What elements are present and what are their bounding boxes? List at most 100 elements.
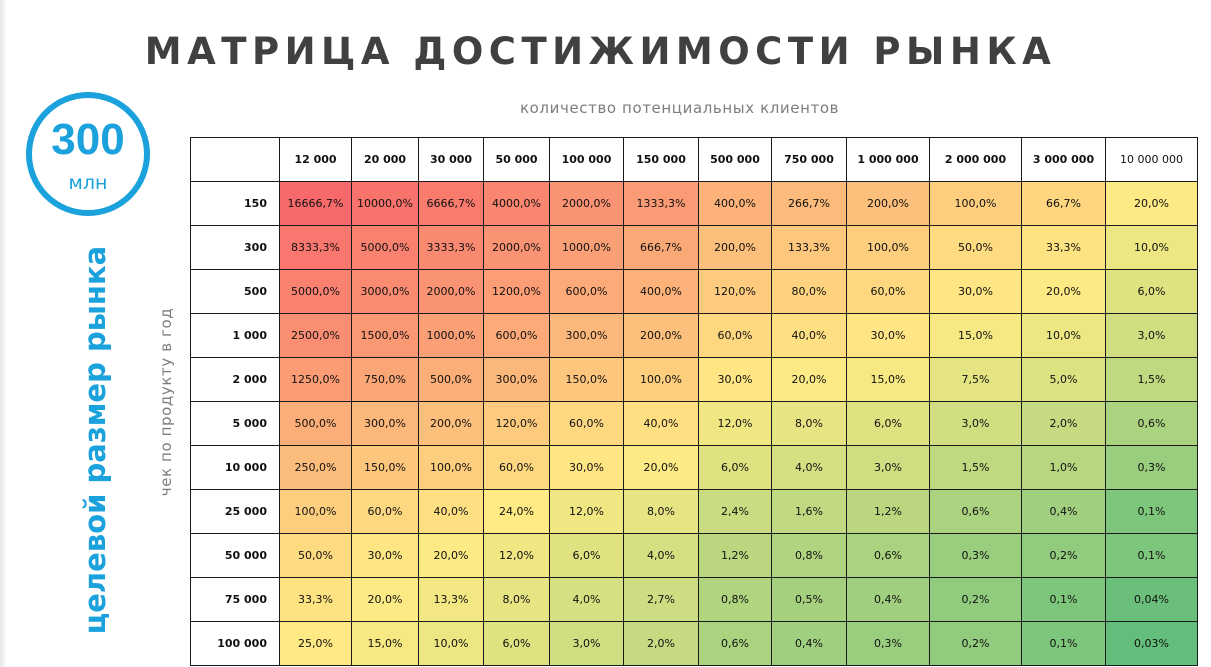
matrix-cell: 3000,0% (351, 269, 419, 314)
matrix-cell: 0,2% (1021, 533, 1106, 578)
matrix-cell: 0,3% (929, 533, 1022, 578)
matrix-cell: 300,0% (351, 401, 419, 446)
matrix-cell: 12,0% (698, 401, 772, 446)
matrix-cell: 12,0% (549, 489, 624, 534)
matrix-row: 25 000 100,0% 60,0% 40,0% 24,0% 12,0% 8,0% 2,4%… (190, 489, 1198, 534)
matrix-cell: 20,0% (771, 357, 847, 402)
matrix-cell: 33,3% (279, 577, 352, 622)
matrix-cell: 666,7% (623, 225, 699, 270)
market-size-label: целевой размер рынка (78, 245, 112, 635)
matrix-cell: 250,0% (279, 445, 352, 490)
matrix-cell: 40,0% (418, 489, 484, 534)
matrix-cell: 60,0% (549, 401, 624, 446)
matrix-cell: 600,0% (483, 313, 550, 358)
matrix-cell: 120,0% (698, 269, 772, 314)
matrix-cell: 60,0% (846, 269, 930, 314)
matrix-cell: 0,1% (1105, 533, 1198, 578)
matrix-cell: 2,0% (1021, 401, 1106, 446)
row-axis-label: чек по продукту в год (157, 307, 175, 497)
matrix-cell: 50,0% (929, 225, 1022, 270)
matrix-cell: 33,3% (1021, 225, 1106, 270)
row-header: 500 (190, 269, 280, 314)
matrix-cell: 8333,3% (279, 225, 352, 270)
matrix-cell: 1,2% (846, 489, 930, 534)
matrix-cell: 1,6% (771, 489, 847, 534)
matrix-cell: 30,0% (549, 445, 624, 490)
matrix-cell: 500,0% (418, 357, 484, 402)
matrix-cell: 2000,0% (483, 225, 550, 270)
matrix-cell: 100,0% (846, 225, 930, 270)
column-header: 500 000 (698, 137, 772, 182)
matrix-cell: 500,0% (279, 401, 352, 446)
matrix-cell: 6666,7% (418, 181, 484, 226)
matrix-cell: 0,1% (1105, 489, 1198, 534)
matrix-cell: 0,03% (1105, 621, 1198, 666)
matrix-row: 100 000 25,0% 15,0% 10,0% 6,0% 3,0% 2,0% 0,6% 0,… (190, 621, 1198, 666)
matrix-cell: 30,0% (929, 269, 1022, 314)
matrix-cell: 200,0% (418, 401, 484, 446)
matrix-cell: 400,0% (698, 181, 772, 226)
matrix-cell: 8,0% (623, 489, 699, 534)
matrix-cell: 8,0% (483, 577, 550, 622)
matrix-cell: 24,0% (483, 489, 550, 534)
matrix-cell: 3,0% (1105, 313, 1198, 358)
matrix-cell: 150,0% (351, 445, 419, 490)
matrix-cell: 200,0% (623, 313, 699, 358)
column-header: 750 000 (771, 137, 847, 182)
column-header: 2 000 000 (929, 137, 1022, 182)
matrix-cell: 100,0% (279, 489, 352, 534)
matrix-row: 10 000 250,0% 150,0% 100,0% 60,0% 30,0% 20,0% 6… (190, 445, 1198, 490)
matrix-cell: 0,2% (929, 577, 1022, 622)
matrix-cell: 1333,3% (623, 181, 699, 226)
matrix-cell: 80,0% (771, 269, 847, 314)
matrix-cell: 16666,7% (279, 181, 352, 226)
matrix-cell: 1000,0% (418, 313, 484, 358)
matrix-cell: 3,0% (549, 621, 624, 666)
column-header: 30 000 (418, 137, 484, 182)
matrix-cell: 40,0% (623, 401, 699, 446)
matrix-row: 75 000 33,3% 20,0% 13,3% 8,0% 4,0% 2,7% 0,8% 0,5… (190, 577, 1198, 622)
row-header: 1 000 (190, 313, 280, 358)
matrix-cell: 1200,0% (483, 269, 550, 314)
matrix-cell: 2,4% (698, 489, 772, 534)
column-header: 10 000 000 (1105, 137, 1198, 182)
matrix-cell: 8,0% (771, 401, 847, 446)
column-header: 1 000 000 (846, 137, 930, 182)
matrix-cell: 2000,0% (418, 269, 484, 314)
matrix-cell: 30,0% (846, 313, 930, 358)
matrix-cell: 120,0% (483, 401, 550, 446)
matrix-cell: 0,4% (846, 577, 930, 622)
matrix-cell: 13,3% (418, 577, 484, 622)
matrix-cell: 0,5% (771, 577, 847, 622)
matrix-cell: 15,0% (846, 357, 930, 402)
matrix-cell: 5,0% (1021, 357, 1106, 402)
matrix-cell: 1,5% (1105, 357, 1198, 402)
matrix-cell: 0,1% (1021, 621, 1106, 666)
matrix-cell: 0,4% (771, 621, 847, 666)
matrix-cell: 3,0% (846, 445, 930, 490)
matrix-cell: 266,7% (771, 181, 847, 226)
column-header: 150 000 (623, 137, 699, 182)
matrix-cell: 60,0% (483, 445, 550, 490)
matrix-cell: 0,3% (1105, 445, 1198, 490)
matrix-cell: 20,0% (351, 577, 419, 622)
matrix-cell: 6,0% (698, 445, 772, 490)
row-header: 25 000 (190, 489, 280, 534)
matrix-cell: 600,0% (549, 269, 624, 314)
matrix-cell: 2500,0% (279, 313, 352, 358)
matrix-cell: 10,0% (418, 621, 484, 666)
matrix-cell: 15,0% (351, 621, 419, 666)
matrix-cell: 0,6% (929, 489, 1022, 534)
row-header: 50 000 (190, 533, 280, 578)
matrix-cell: 200,0% (698, 225, 772, 270)
row-header: 10 000 (190, 445, 280, 490)
matrix-row: 500 5000,0% 3000,0% 2000,0% 1200,0% 600,0% 400… (190, 269, 1198, 314)
market-size-unit: млн (68, 172, 108, 194)
matrix-cell: 30,0% (698, 357, 772, 402)
row-header: 100 000 (190, 621, 280, 666)
slide-edge (0, 0, 6, 667)
matrix-cell: 0,6% (846, 533, 930, 578)
matrix-cell: 100,0% (623, 357, 699, 402)
column-header: 100 000 (549, 137, 624, 182)
row-header: 300 (190, 225, 280, 270)
